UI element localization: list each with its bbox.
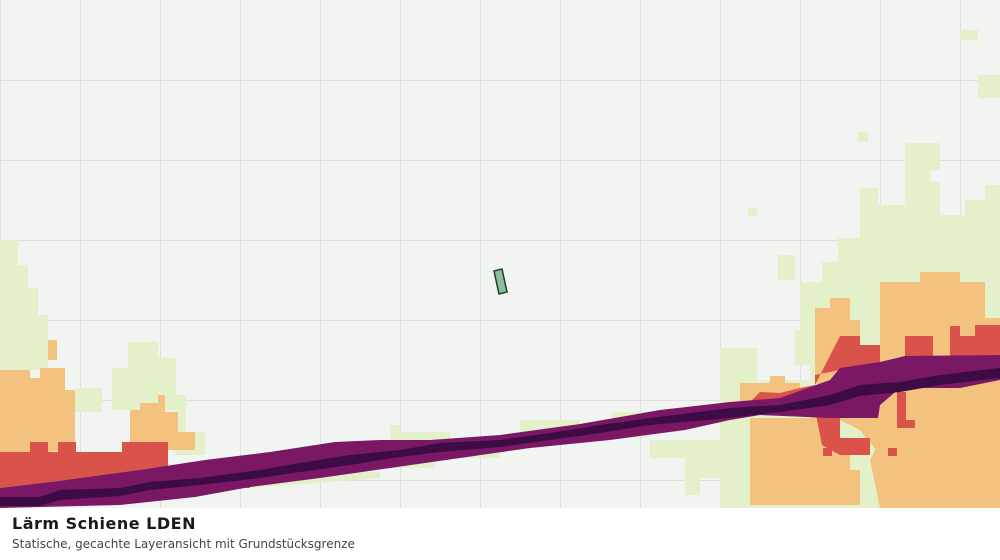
zone xyxy=(950,325,1000,362)
parcel-boundary[interactable] xyxy=(493,268,508,295)
zone xyxy=(750,336,880,410)
zone xyxy=(823,448,832,456)
noise-zone-very-high xyxy=(0,355,1000,508)
legend-title: Lärm Schiene LDEN xyxy=(12,514,196,533)
zone xyxy=(130,395,195,450)
zone xyxy=(0,240,48,370)
zone xyxy=(960,30,978,40)
zone xyxy=(897,392,915,428)
zone xyxy=(48,340,57,360)
zone xyxy=(905,336,933,362)
zone xyxy=(250,472,380,488)
zone xyxy=(75,388,102,412)
zone xyxy=(748,208,757,216)
zone xyxy=(0,368,1000,506)
zone xyxy=(978,75,1000,98)
zone xyxy=(888,448,897,456)
zone xyxy=(778,255,795,280)
zone xyxy=(750,400,860,505)
noise-zone-max xyxy=(0,368,1000,506)
zone xyxy=(0,368,75,455)
legend-panel: Lärm Schiene LDEN Statische, gecachte La… xyxy=(0,508,1000,560)
zone xyxy=(858,132,868,142)
legend-subtitle: Statische, gecachte Layeransicht mit Gru… xyxy=(12,537,355,551)
zone xyxy=(815,410,870,455)
